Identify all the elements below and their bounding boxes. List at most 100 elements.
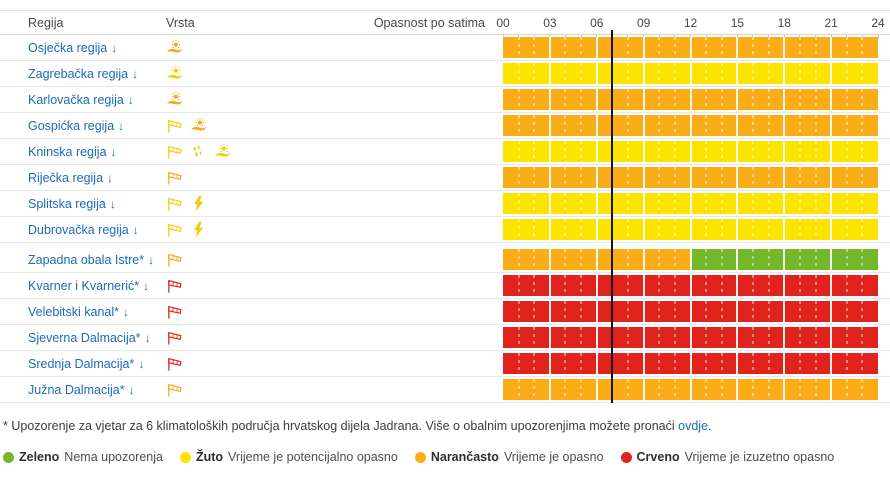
region-link[interactable]: Velebitski kanal* ↓ bbox=[28, 305, 129, 319]
warning-type-icons bbox=[166, 325, 276, 350]
expand-arrow-icon: ↓ bbox=[110, 144, 117, 159]
grid-line bbox=[720, 300, 723, 322]
footnote-period: . bbox=[708, 419, 712, 433]
table-row: Srednja Dalmacija* ↓ bbox=[0, 351, 890, 377]
grid-line bbox=[595, 36, 598, 58]
grid-line bbox=[658, 378, 661, 400]
grid-line bbox=[814, 248, 817, 270]
region-link[interactable]: Kvarner i Kvarnerić* ↓ bbox=[28, 279, 149, 293]
expand-arrow-icon: ↓ bbox=[138, 356, 145, 371]
grid-line bbox=[720, 352, 723, 374]
expand-arrow-icon: ↓ bbox=[148, 252, 155, 267]
table-row: Karlovačka regija ↓ bbox=[0, 87, 890, 113]
grid-line bbox=[533, 166, 536, 188]
hour-label: 24 bbox=[871, 15, 885, 30]
grid-line bbox=[767, 218, 770, 240]
grid-line bbox=[783, 274, 786, 296]
legend-item: Narančasto Vrijeme je opasno bbox=[414, 450, 604, 464]
grid-line bbox=[564, 140, 567, 162]
grid-line bbox=[751, 274, 754, 296]
table-row: Zapadna obala Istre* ↓ bbox=[0, 247, 890, 273]
region-link[interactable]: Riječka regija ↓ bbox=[28, 171, 113, 185]
footnote-link[interactable]: ovdje bbox=[678, 419, 709, 433]
grid-line bbox=[564, 274, 567, 296]
grid-line bbox=[564, 378, 567, 400]
grid-line bbox=[595, 192, 598, 214]
grid-line bbox=[564, 352, 567, 374]
grid-line bbox=[845, 352, 848, 374]
hourly-warning-track bbox=[503, 87, 878, 113]
grid-line bbox=[814, 218, 817, 240]
grid-line bbox=[595, 274, 598, 296]
grid-line bbox=[533, 192, 536, 214]
grid-line bbox=[783, 192, 786, 214]
region-link[interactable]: Kninska regija ↓ bbox=[28, 145, 117, 159]
grid-line bbox=[845, 114, 848, 136]
footnote-text: * Upozorenje za vjetar za 6 klimatološki… bbox=[3, 419, 675, 433]
grid-line bbox=[689, 352, 692, 374]
grid-line bbox=[705, 88, 708, 110]
grid-line bbox=[720, 378, 723, 400]
grid-line bbox=[626, 274, 629, 296]
region-link[interactable]: Splitska regija ↓ bbox=[28, 197, 116, 211]
grid-line bbox=[830, 300, 833, 322]
grid-line bbox=[595, 248, 598, 270]
hour-label: 00 bbox=[496, 15, 510, 30]
grid-line bbox=[517, 326, 520, 348]
grid-line bbox=[830, 274, 833, 296]
grid-line bbox=[798, 140, 801, 162]
grid-line bbox=[595, 378, 598, 400]
grid-line bbox=[783, 378, 786, 400]
grid-line bbox=[783, 248, 786, 270]
grid-line bbox=[767, 88, 770, 110]
region-column-header: Regija bbox=[28, 15, 64, 30]
grid-line bbox=[767, 326, 770, 348]
grid-line bbox=[845, 274, 848, 296]
grid-line bbox=[705, 192, 708, 214]
region-link[interactable]: Karlovačka regija ↓ bbox=[28, 93, 134, 107]
region-link[interactable]: Srednja Dalmacija* ↓ bbox=[28, 357, 144, 371]
expand-arrow-icon: ↓ bbox=[127, 92, 134, 107]
hours-axis: 00 03 06 09 12 15 18 21 24 bbox=[496, 11, 885, 39]
grid-line bbox=[580, 218, 583, 240]
region-link[interactable]: Zagrebačka regija ↓ bbox=[28, 67, 138, 81]
thunderstorm-icon bbox=[190, 221, 207, 238]
grid-line bbox=[830, 36, 833, 58]
grid-line bbox=[689, 248, 692, 270]
grid-line bbox=[798, 62, 801, 84]
warning-type-icons bbox=[166, 35, 276, 60]
grid-line bbox=[595, 140, 598, 162]
expand-arrow-icon: ↓ bbox=[118, 118, 125, 133]
grid-line bbox=[673, 274, 676, 296]
region-link[interactable]: Gospićka regija ↓ bbox=[28, 119, 124, 133]
grid-line bbox=[783, 62, 786, 84]
expand-arrow-icon: ↓ bbox=[111, 40, 118, 55]
grid-line bbox=[830, 218, 833, 240]
grid-line bbox=[658, 352, 661, 374]
grid-line bbox=[814, 166, 817, 188]
heat-icon bbox=[166, 65, 183, 82]
grid-line bbox=[845, 300, 848, 322]
region-link[interactable]: Dubrovačka regija ↓ bbox=[28, 223, 139, 237]
hour-label: 03 bbox=[543, 15, 557, 30]
grid-line bbox=[689, 300, 692, 322]
region-link[interactable]: Osječka regija ↓ bbox=[28, 41, 117, 55]
region-link[interactable]: Južna Dalmacija* ↓ bbox=[28, 383, 135, 397]
hourly-warning-track bbox=[503, 351, 878, 377]
grid-line bbox=[720, 140, 723, 162]
grid-line bbox=[658, 114, 661, 136]
region-label: Osječka regija bbox=[28, 40, 108, 55]
grid-line bbox=[689, 192, 692, 214]
grid-line bbox=[595, 352, 598, 374]
grid-line bbox=[861, 140, 864, 162]
warning-type-icons bbox=[166, 351, 276, 376]
grid-line bbox=[736, 378, 739, 400]
grid-line bbox=[517, 352, 520, 374]
grid-line bbox=[658, 36, 661, 58]
grid-line bbox=[798, 166, 801, 188]
region-link[interactable]: Zapadna obala Istre* ↓ bbox=[28, 253, 154, 267]
region-link[interactable]: Sjeverna Dalmacija* ↓ bbox=[28, 331, 151, 345]
hourly-warning-track bbox=[503, 191, 878, 217]
grid-line bbox=[548, 218, 551, 240]
grid-line bbox=[642, 218, 645, 240]
